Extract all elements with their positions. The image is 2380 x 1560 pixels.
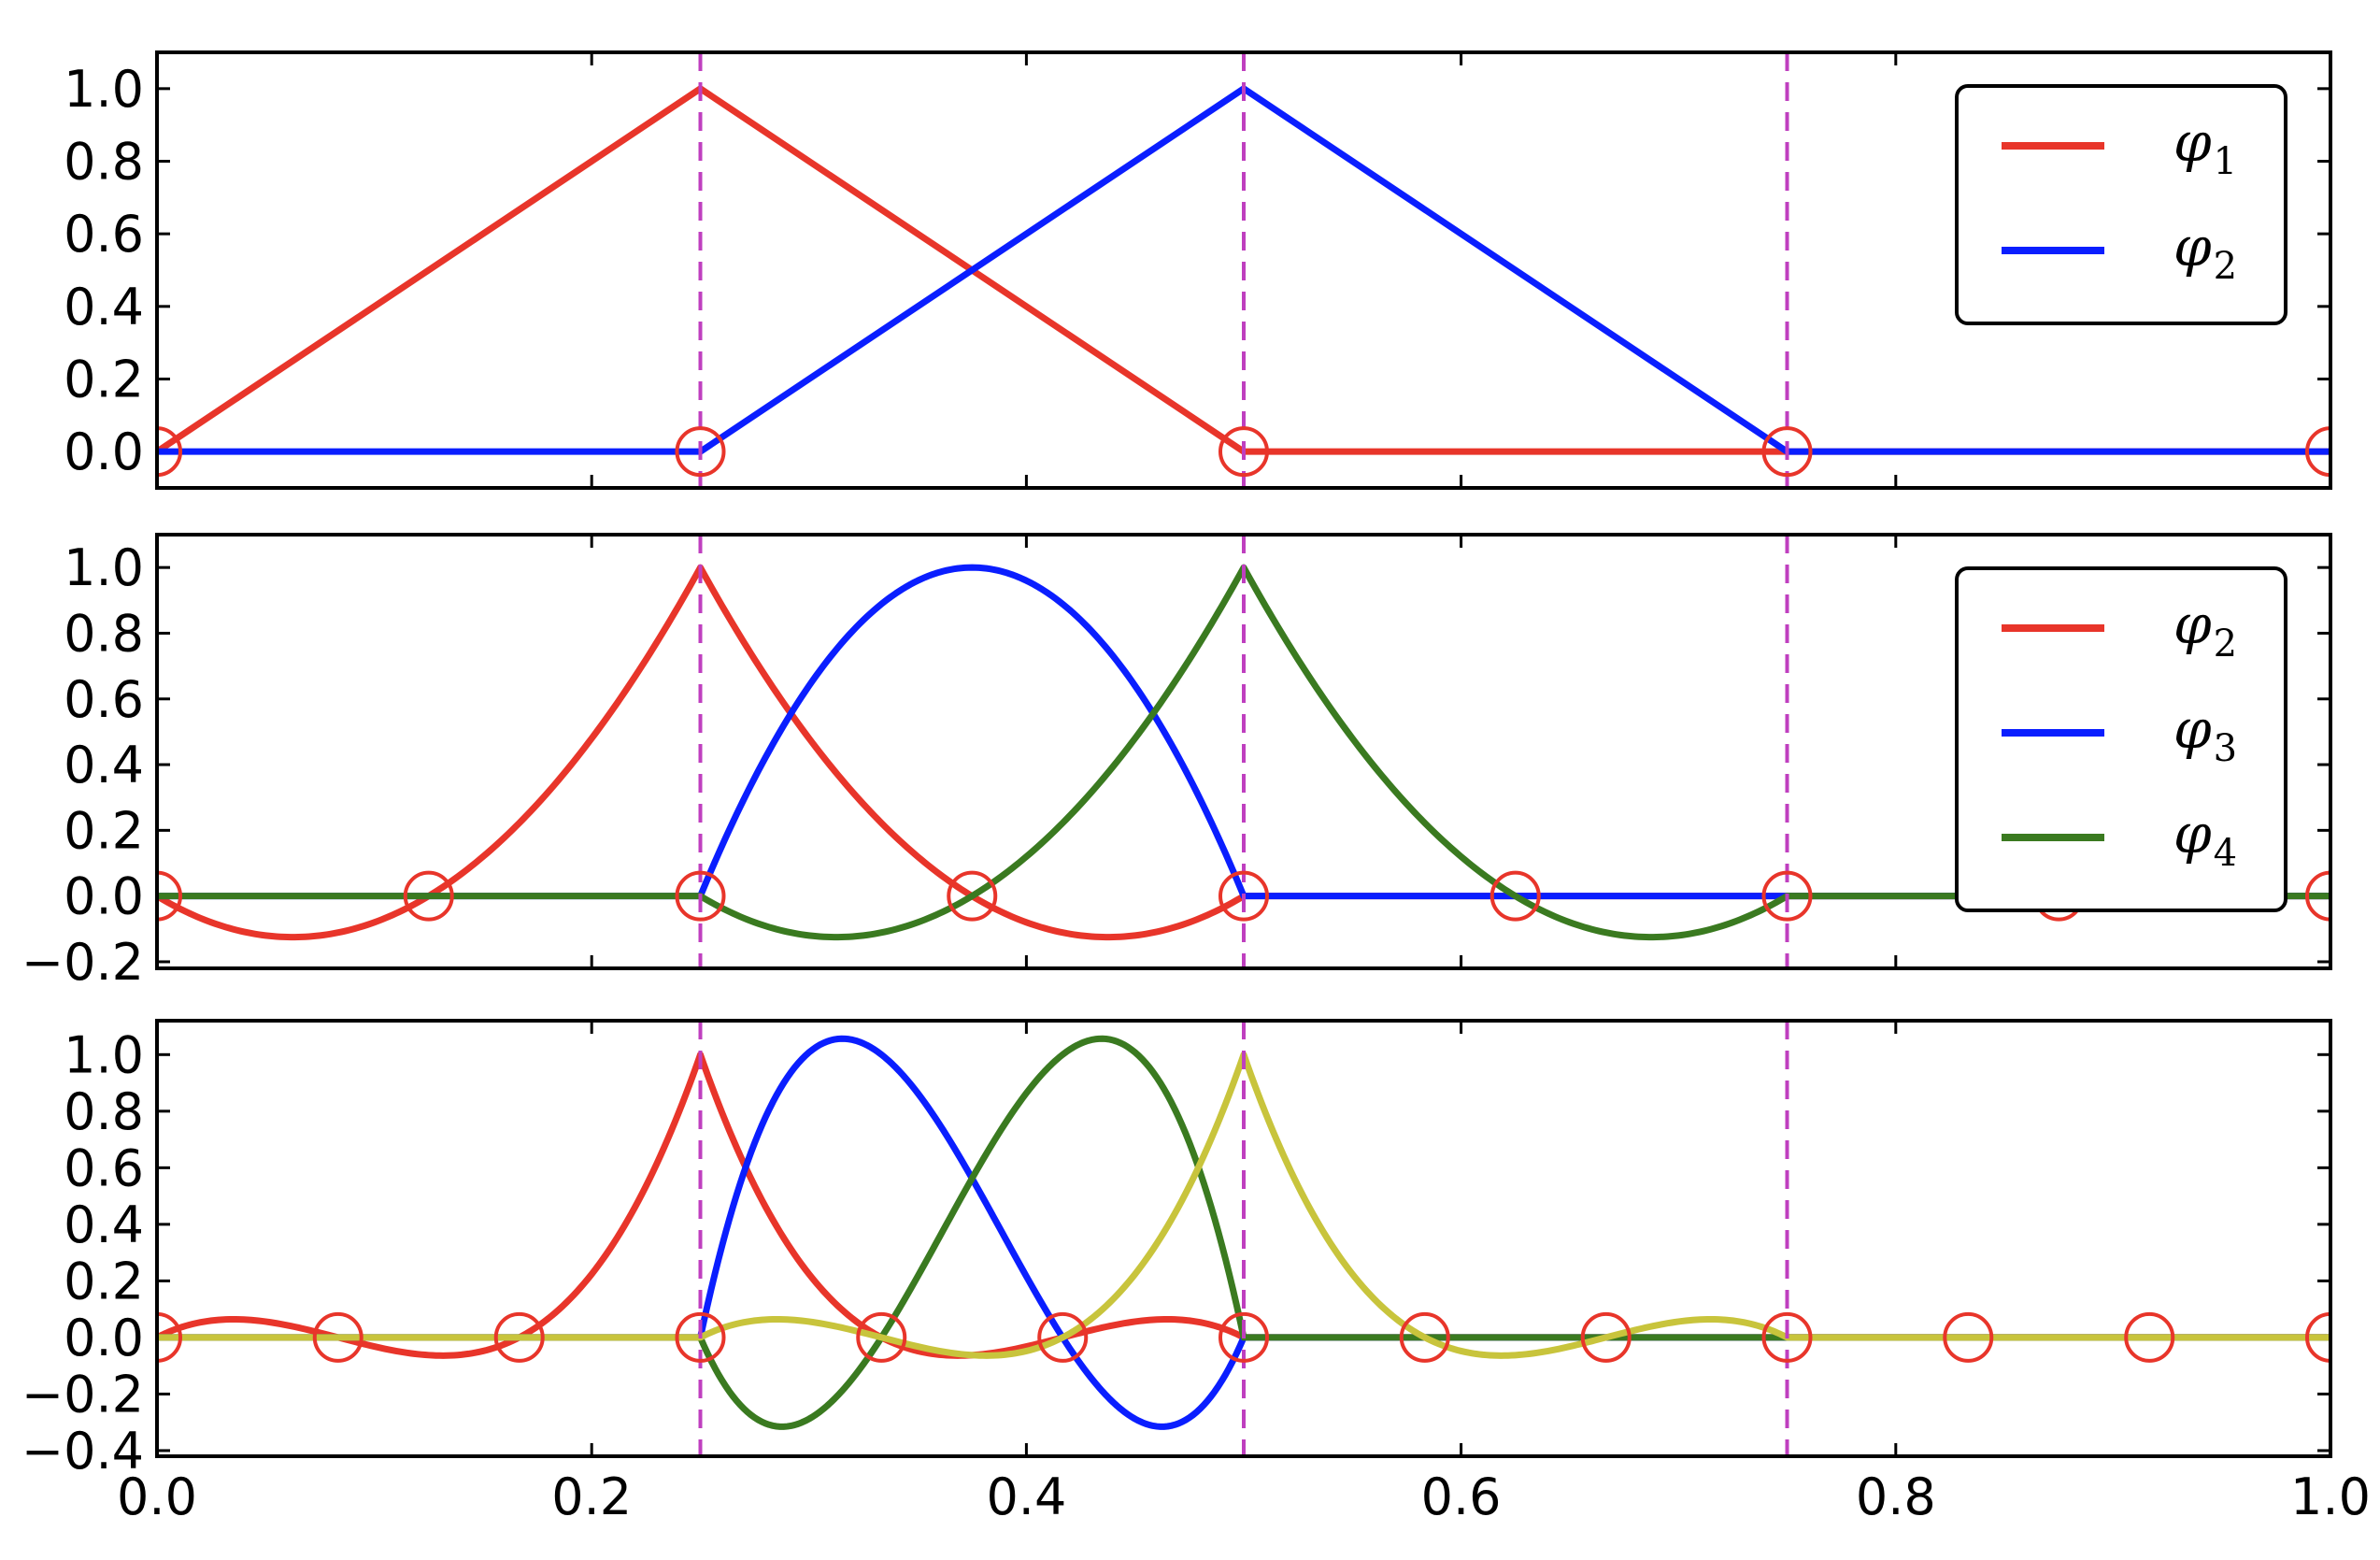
- legend-label: φ4: [2173, 802, 2237, 875]
- node-marker: [1761, 1311, 1813, 1363]
- node-marker: [1943, 1311, 1994, 1363]
- axes-frame: [155, 533, 2332, 970]
- axes-frame: [155, 50, 2332, 490]
- node-marker: [157, 1311, 182, 1363]
- panel-3: 0.0 0.2 0.4 0.6 0.8 1.0−0.4−0.20.00.20.40.60.…: [21, 1019, 2371, 1526]
- y-tick-label: 0.8: [64, 133, 144, 192]
- x-tick-label: 0.8: [1856, 1467, 1936, 1526]
- node-marker: [1219, 870, 1269, 922]
- node-marker: [1037, 1311, 1089, 1363]
- node-marker: [1399, 1311, 1450, 1363]
- node-marker: [1489, 870, 1541, 922]
- node-marker: [856, 1311, 907, 1363]
- y-tick-label: −0.2: [21, 1365, 144, 1424]
- y-tick-label: 1.0: [64, 538, 144, 597]
- y-tick-label: 0.0: [64, 867, 144, 926]
- legend-label: φ2: [2173, 593, 2237, 666]
- y-tick-label: 0.8: [64, 1082, 144, 1141]
- y-tick-label: −0.4: [21, 1422, 144, 1481]
- node-marker: [312, 1311, 363, 1363]
- node-marker: [2124, 1311, 2175, 1363]
- node-marker: [1219, 426, 1269, 478]
- legend-label: φ3: [2173, 697, 2237, 770]
- x-tick-label: 1.0: [2290, 1467, 2371, 1526]
- node-marker: [2305, 1311, 2330, 1363]
- node-marker: [157, 870, 182, 922]
- y-tick-label: 0.6: [64, 205, 144, 264]
- axes-frame: [155, 1019, 2332, 1458]
- y-tick-label: 1.0: [64, 60, 144, 119]
- plot-area: [157, 52, 2330, 488]
- node-marker: [157, 426, 182, 478]
- node-marker: [493, 1311, 545, 1363]
- node-marker: [1219, 1311, 1269, 1363]
- y-tick-label: 0.0: [64, 1309, 144, 1367]
- node-marker: [403, 870, 454, 922]
- node-marker: [1761, 426, 1813, 478]
- node-marker: [675, 426, 726, 478]
- node-marker: [1761, 870, 1813, 922]
- y-tick-label: 0.2: [64, 1252, 144, 1310]
- x-tick-label: 0.6: [1421, 1467, 1502, 1526]
- y-tick-label: 0.6: [64, 1138, 144, 1197]
- node-marker: [2305, 426, 2330, 478]
- y-tick-label: 0.4: [64, 1195, 144, 1254]
- y-tick-label: 0.4: [64, 736, 144, 794]
- plot-area: [157, 1021, 2330, 1456]
- x-tick-label: 0.0: [117, 1467, 197, 1526]
- y-tick-label: 0.2: [64, 801, 144, 860]
- x-tick-label: 0.4: [986, 1467, 1066, 1526]
- node-marker: [1580, 1311, 1632, 1363]
- y-tick-label: 0.8: [64, 604, 144, 663]
- node-marker: [675, 870, 726, 922]
- y-tick-label: 0.4: [64, 278, 144, 336]
- panel-2: −0.2 0.0 0.2 0.4 0.6 0.8 1.0 φ2 φ3 φ4: [21, 533, 2332, 992]
- legend: φ2 φ3 φ4: [1955, 566, 2287, 912]
- node-marker: [2305, 870, 2330, 922]
- node-marker: [675, 1311, 726, 1363]
- y-tick-label: 0.2: [64, 351, 144, 409]
- node-marker: [947, 870, 998, 922]
- y-tick-label: −0.2: [21, 933, 144, 992]
- y-tick-label: 1.0: [64, 1025, 144, 1084]
- legend-label: φ1: [2173, 110, 2237, 183]
- legend-frame: [1955, 566, 2287, 912]
- legend-label: φ2: [2173, 215, 2237, 288]
- x-tick-label: 0.2: [551, 1467, 632, 1526]
- y-tick-label: 0.0: [64, 422, 144, 481]
- y-tick-label: 0.6: [64, 670, 144, 729]
